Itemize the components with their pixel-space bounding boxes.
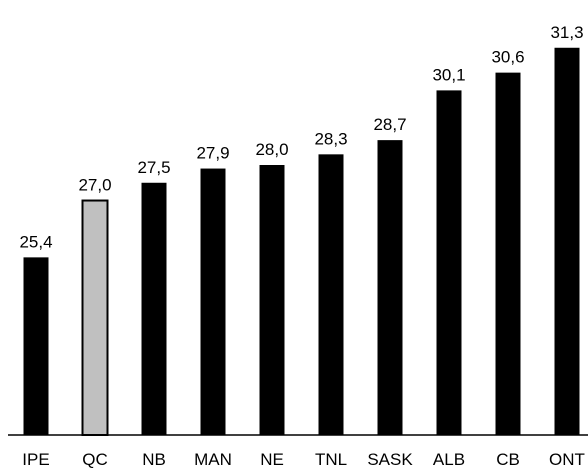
bar-ont [554,47,580,436]
category-label-tnl: TNL [315,450,347,469]
bar-cb [495,72,521,435]
value-label-ipe: 25,4 [19,232,52,251]
value-label-cb: 30,6 [491,48,524,67]
category-label-ipe: IPE [22,450,49,469]
value-label-ne: 28,0 [255,140,288,159]
value-label-ont: 31,3 [550,23,583,42]
bar-sask [377,140,403,435]
bar-qc [81,199,109,436]
bars-group [23,47,580,436]
category-label-alb: ALB [433,450,465,469]
bar-nb [141,182,167,435]
category-label-qc: QC [82,450,108,469]
value-labels-group: 25,4 27,0 27,5 27,9 28,0 28,3 28,7 30,1 30,6 31,3 [19,23,583,252]
value-label-man: 27,9 [196,144,229,163]
category-label-sask: SASK [367,450,413,469]
value-label-sask: 28,7 [373,115,406,134]
bar-alb [436,90,462,435]
bar-ipe [23,257,49,435]
category-label-ont: ONT [549,450,585,469]
value-label-tnl: 28,3 [314,129,347,148]
value-label-nb: 27,5 [137,158,170,177]
bar-man [200,168,226,436]
category-label-nb: NB [142,450,166,469]
value-label-qc: 27,0 [78,176,111,195]
bar-tnl [318,154,344,435]
value-label-alb: 30,1 [432,65,465,84]
category-label-man: MAN [194,450,232,469]
bar-ne [259,165,285,435]
category-label-cb: CB [496,450,520,469]
category-label-ne: NE [260,450,284,469]
category-labels-group: IPE QC NB MAN NE TNL SASK ALB CB ONT [22,450,585,469]
